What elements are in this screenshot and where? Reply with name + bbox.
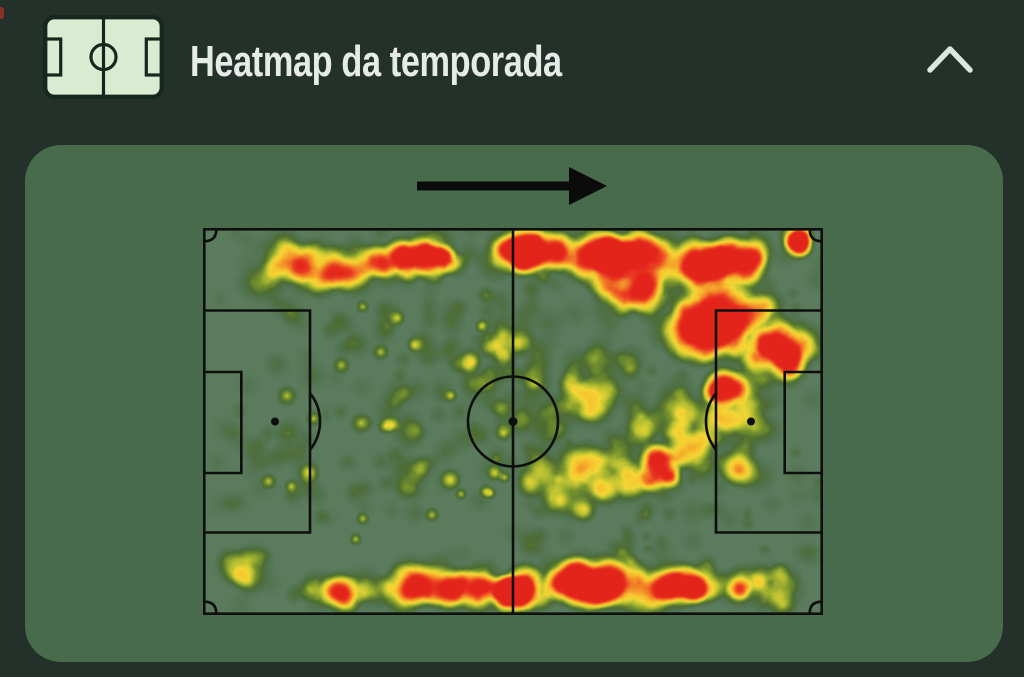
pitch-icon: [43, 15, 164, 99]
chevron-up-icon: [927, 46, 973, 73]
attack-direction-arrow-icon: [417, 167, 607, 205]
pitch: [203, 228, 823, 615]
card-title: Heatmap da temporada: [190, 37, 562, 86]
heatmap-panel: [25, 145, 1003, 662]
collapse-button[interactable]: [920, 34, 980, 86]
pitch-lines: [203, 228, 823, 615]
card-header[interactable]: Heatmap da temporada: [0, 0, 1024, 130]
screen-edge-artifact: [0, 7, 4, 19]
